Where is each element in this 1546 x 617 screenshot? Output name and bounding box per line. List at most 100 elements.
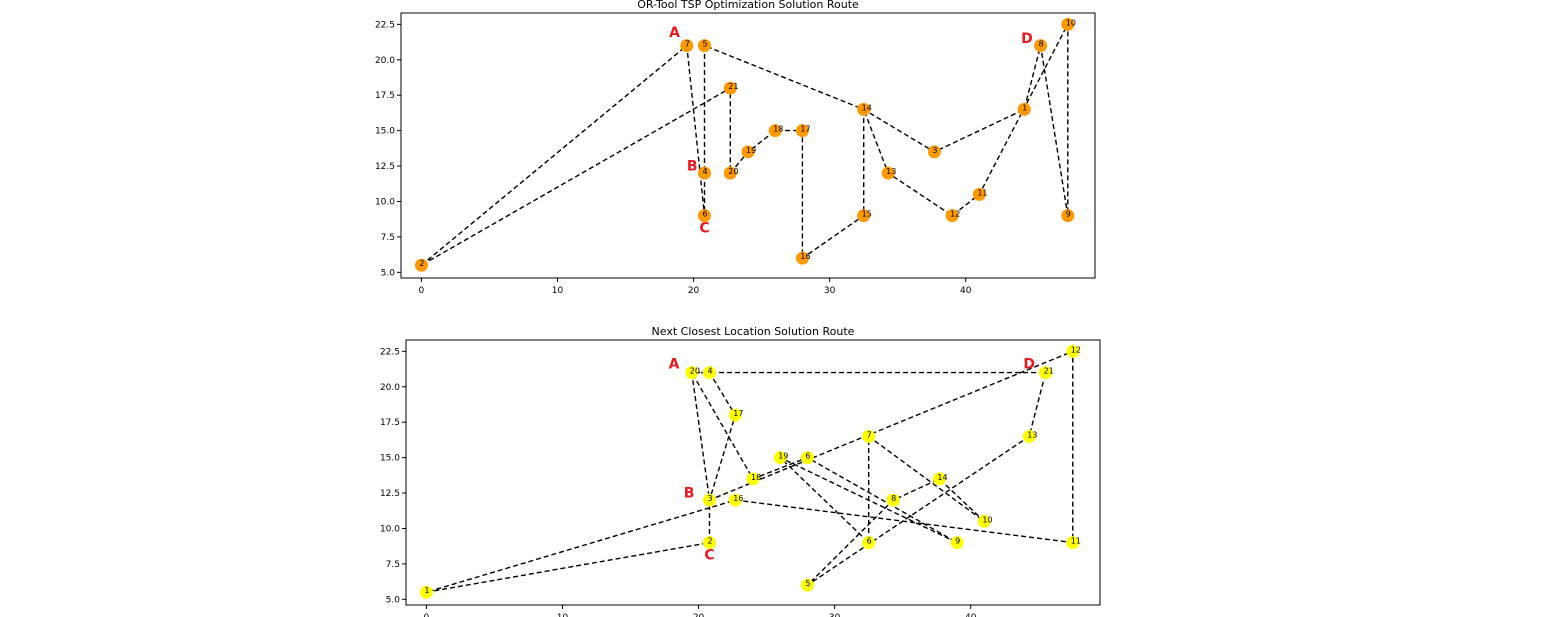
point-label: 1 xyxy=(1022,103,1027,112)
location-point xyxy=(414,258,428,272)
point-label: 21 xyxy=(728,82,738,91)
location-point xyxy=(702,536,716,550)
x-tick-label: 40 xyxy=(960,286,972,296)
location-point xyxy=(728,408,742,422)
location-point xyxy=(886,493,900,507)
location-point xyxy=(800,578,814,592)
y-tick-label: 22.5 xyxy=(380,347,400,357)
point-label: 14 xyxy=(862,103,872,112)
point-label: 5 xyxy=(702,40,707,49)
location-point xyxy=(1017,102,1031,116)
route-line xyxy=(420,23,1069,266)
point-label: 14 xyxy=(937,473,947,482)
location-point xyxy=(881,166,895,180)
point-label: 7 xyxy=(685,40,690,49)
marker-label: C xyxy=(704,548,714,564)
location-point xyxy=(977,514,991,528)
x-tick-label: 30 xyxy=(824,286,836,296)
location-point xyxy=(768,124,782,138)
location-point xyxy=(746,472,760,486)
marker-label: C xyxy=(699,221,709,237)
location-point xyxy=(697,166,711,180)
marker-label: A xyxy=(669,356,680,372)
x-tick-label: 10 xyxy=(552,286,564,296)
point-label: 18 xyxy=(773,125,783,134)
marker-label: B xyxy=(684,485,695,501)
location-point xyxy=(419,585,433,599)
point-label: 15 xyxy=(862,210,872,219)
location-point xyxy=(932,472,946,486)
point-label: 10 xyxy=(1066,18,1076,27)
y-tick-label: 12.5 xyxy=(380,489,400,499)
location-point xyxy=(702,366,716,380)
point-label: 4 xyxy=(702,167,707,176)
location-point xyxy=(697,39,711,53)
point-label: 11 xyxy=(1071,537,1081,546)
location-point xyxy=(1061,209,1075,223)
point-label: 17 xyxy=(733,409,743,418)
location-point xyxy=(1022,429,1036,443)
y-tick-label: 12.5 xyxy=(375,162,395,172)
location-point xyxy=(1039,366,1053,380)
y-tick-label: 17.5 xyxy=(380,418,400,428)
y-tick-label: 10.0 xyxy=(375,197,395,207)
point-label: 9 xyxy=(1066,210,1071,219)
point-label: 20 xyxy=(690,367,700,376)
route-line xyxy=(426,350,1074,593)
point-label: 19 xyxy=(746,146,756,155)
x-tick-label: 20 xyxy=(688,286,700,296)
location-point xyxy=(1034,39,1048,53)
point-label: 21 xyxy=(1044,367,1054,376)
marker-label: A xyxy=(669,25,680,41)
point-label: 12 xyxy=(950,210,960,219)
point-label: 19 xyxy=(778,452,788,461)
chart-ortool-tsp: OR-Tool TSP Optimization Solution Route 0… xyxy=(375,0,1096,296)
location-point xyxy=(795,124,809,138)
location-point xyxy=(685,366,699,380)
point-label: 2 xyxy=(707,537,712,546)
plot-frame xyxy=(400,12,1096,279)
location-point xyxy=(723,166,737,180)
location-point xyxy=(857,209,871,223)
point-label: 4 xyxy=(707,367,712,376)
x-tick-label: 0 xyxy=(419,286,425,296)
y-tick-label: 22.5 xyxy=(375,20,395,30)
x-tick-label: 10 xyxy=(557,613,569,617)
point-label: 2 xyxy=(419,259,424,268)
y-tick-label: 7.5 xyxy=(381,233,395,243)
y-tick-label: 17.5 xyxy=(375,91,395,101)
point-label: 20 xyxy=(728,167,738,176)
marker-label: B xyxy=(687,158,698,174)
location-point xyxy=(1066,344,1080,358)
point-label: 18 xyxy=(751,473,761,482)
point-label: 8 xyxy=(891,494,896,503)
marker-label: D xyxy=(1023,356,1035,372)
chart-title: Next Closest Location Solution Route xyxy=(652,325,855,338)
point-label: 6 xyxy=(702,210,707,219)
point-label: 16 xyxy=(733,494,743,503)
y-tick-label: 10.0 xyxy=(380,524,400,534)
location-point xyxy=(1061,17,1075,31)
point-label: 12 xyxy=(1071,345,1081,354)
location-point xyxy=(723,81,737,95)
point-label: 13 xyxy=(1027,430,1037,439)
plot-frame xyxy=(405,339,1101,606)
point-label: 3 xyxy=(932,146,937,155)
y-tick-label: 5.0 xyxy=(381,268,396,278)
location-point xyxy=(1066,536,1080,550)
location-point xyxy=(945,209,959,223)
chart-next-closest: Next Closest Location Solution Route 0 10 2… xyxy=(380,325,1101,617)
point-label: 17 xyxy=(800,125,810,134)
location-point xyxy=(950,536,964,550)
point-label: 1 xyxy=(424,586,429,595)
chart-title: OR-Tool TSP Optimization Solution Route xyxy=(637,0,859,11)
point-label: 11 xyxy=(977,188,987,197)
location-point xyxy=(773,451,787,465)
location-point xyxy=(702,493,716,507)
point-label: 7 xyxy=(867,430,872,439)
x-tick-label: 20 xyxy=(693,613,705,617)
location-point xyxy=(972,187,986,201)
location-point xyxy=(680,39,694,53)
point-label: 10 xyxy=(982,515,992,524)
